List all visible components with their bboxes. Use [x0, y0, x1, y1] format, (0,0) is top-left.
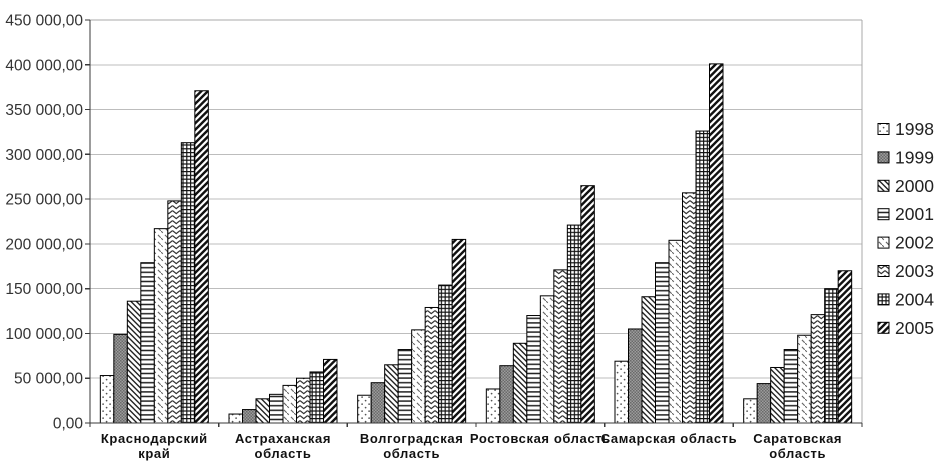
y-tick-label: 450 000,00 [5, 13, 83, 30]
legend-label: 1999 [895, 147, 934, 167]
bar-1999-3 [370, 382, 386, 424]
bar-2001-5 [655, 262, 670, 424]
bar-2000-1 [126, 300, 142, 424]
y-tick-label: 100 000,00 [5, 326, 83, 343]
category-label: край [138, 446, 170, 461]
bar-2002-2 [282, 384, 297, 424]
legend-item: 1999 [877, 147, 934, 167]
bar-2003-3 [424, 306, 440, 424]
legend-label: 2000 [895, 176, 934, 196]
bar-2005-4 [580, 185, 595, 424]
legend-label: 2002 [895, 233, 934, 253]
bar-2001-2 [269, 393, 284, 424]
category-label: область [255, 446, 312, 461]
bar-2004-3 [438, 284, 453, 424]
category-label: Саратовская [753, 431, 842, 446]
bar-2005-5 [709, 63, 724, 424]
bar-2005-1 [194, 90, 209, 424]
bar-1998-2 [228, 413, 243, 424]
legend-label: 2004 [895, 289, 934, 309]
bar-2001-4 [526, 315, 541, 424]
legend-label: 2005 [895, 318, 934, 338]
bar-2002-1 [153, 228, 169, 424]
legend-swatch-1998 [877, 123, 890, 135]
bar-2003-2 [296, 377, 311, 424]
y-tick-label: 250 000,00 [5, 192, 83, 209]
axis-labels-group: 0,00 50 000,00 100 000,00 150 000,00 200 000… [5, 13, 842, 462]
legend-item: 2001 [877, 204, 934, 224]
category-label: Краснодарский [101, 431, 208, 446]
y-tick-label: 400 000,00 [5, 57, 83, 74]
bar-1998-3 [357, 394, 372, 424]
legend-swatch-2003 [877, 265, 890, 277]
legend-swatch-1999 [877, 151, 890, 164]
bar-2001-6 [783, 349, 799, 424]
bar-1999-1 [113, 333, 128, 424]
y-tick-label: 350 000,00 [5, 102, 83, 119]
category-label: Волгоградская [360, 431, 463, 446]
bar-2004-1 [180, 142, 196, 424]
category-label: Самарская область [601, 431, 737, 446]
bar-2005-3 [451, 238, 467, 424]
bar-2000-2 [255, 398, 270, 424]
bar-1999-6 [756, 383, 772, 424]
legend-item: 2004 [877, 289, 934, 309]
legend-item: 2002 [877, 233, 934, 253]
bar-2003-6 [810, 314, 826, 424]
bar-2000-6 [770, 366, 785, 424]
bar-2005-6 [837, 270, 853, 424]
axes-group [85, 19, 863, 427]
bar-2003-1 [167, 200, 182, 424]
bar-1999-5 [628, 328, 643, 424]
bar-2002-5 [668, 239, 683, 424]
bar-1998-6 [743, 398, 758, 424]
legend-label: 2001 [895, 204, 934, 224]
category-label: Ростовская область [470, 431, 611, 446]
y-tick-label: 150 000,00 [5, 281, 83, 298]
bar-2000-5 [641, 296, 656, 424]
y-tick-label: 300 000,00 [5, 147, 83, 164]
bar-2004-2 [309, 371, 324, 424]
bar-2002-3 [411, 329, 426, 424]
bar-2002-4 [539, 295, 555, 424]
bars-group [99, 63, 853, 424]
bar-2004-4 [566, 224, 582, 424]
bar-1999-2 [242, 409, 257, 424]
bar-2000-4 [512, 342, 528, 424]
bar-2004-5 [695, 130, 710, 424]
legend-swatch-2002 [877, 236, 890, 249]
y-tick-label: 0,00 [53, 416, 84, 433]
bar-2003-4 [553, 269, 568, 424]
legend-label: 1998 [895, 119, 934, 139]
legend-item: 1998 [877, 119, 934, 139]
bar-2004-6 [824, 288, 839, 424]
bar-2001-3 [397, 349, 413, 424]
y-tick-label: 50 000,00 [14, 371, 83, 388]
bar-1999-4 [499, 365, 514, 424]
bar-1998-4 [485, 388, 501, 424]
legend-swatch-2001 [877, 208, 890, 221]
y-tick-label: 200 000,00 [5, 236, 83, 253]
bar-2005-2 [323, 358, 338, 424]
legend-swatch-2000 [877, 179, 890, 192]
category-label: область [383, 446, 440, 461]
legend-label: 2003 [895, 261, 934, 281]
category-label: область [769, 446, 826, 461]
bar-2001-1 [140, 262, 155, 424]
category-label: Астраханская [235, 431, 331, 446]
legend-item: 2003 [877, 261, 934, 281]
legend-group: 1998 1999 2000 2001 2002 2003 2004 2005 [877, 119, 934, 338]
legend-swatch-2004 [877, 293, 890, 306]
bar-2002-6 [797, 334, 812, 424]
legend-item: 2000 [877, 176, 934, 196]
bar-1998-5 [614, 360, 629, 424]
bar-2003-5 [682, 192, 697, 424]
legend-swatch-2005 [877, 321, 890, 334]
bar-1998-1 [99, 375, 115, 424]
legend-item: 2005 [877, 318, 934, 338]
bar-2000-3 [384, 364, 399, 424]
